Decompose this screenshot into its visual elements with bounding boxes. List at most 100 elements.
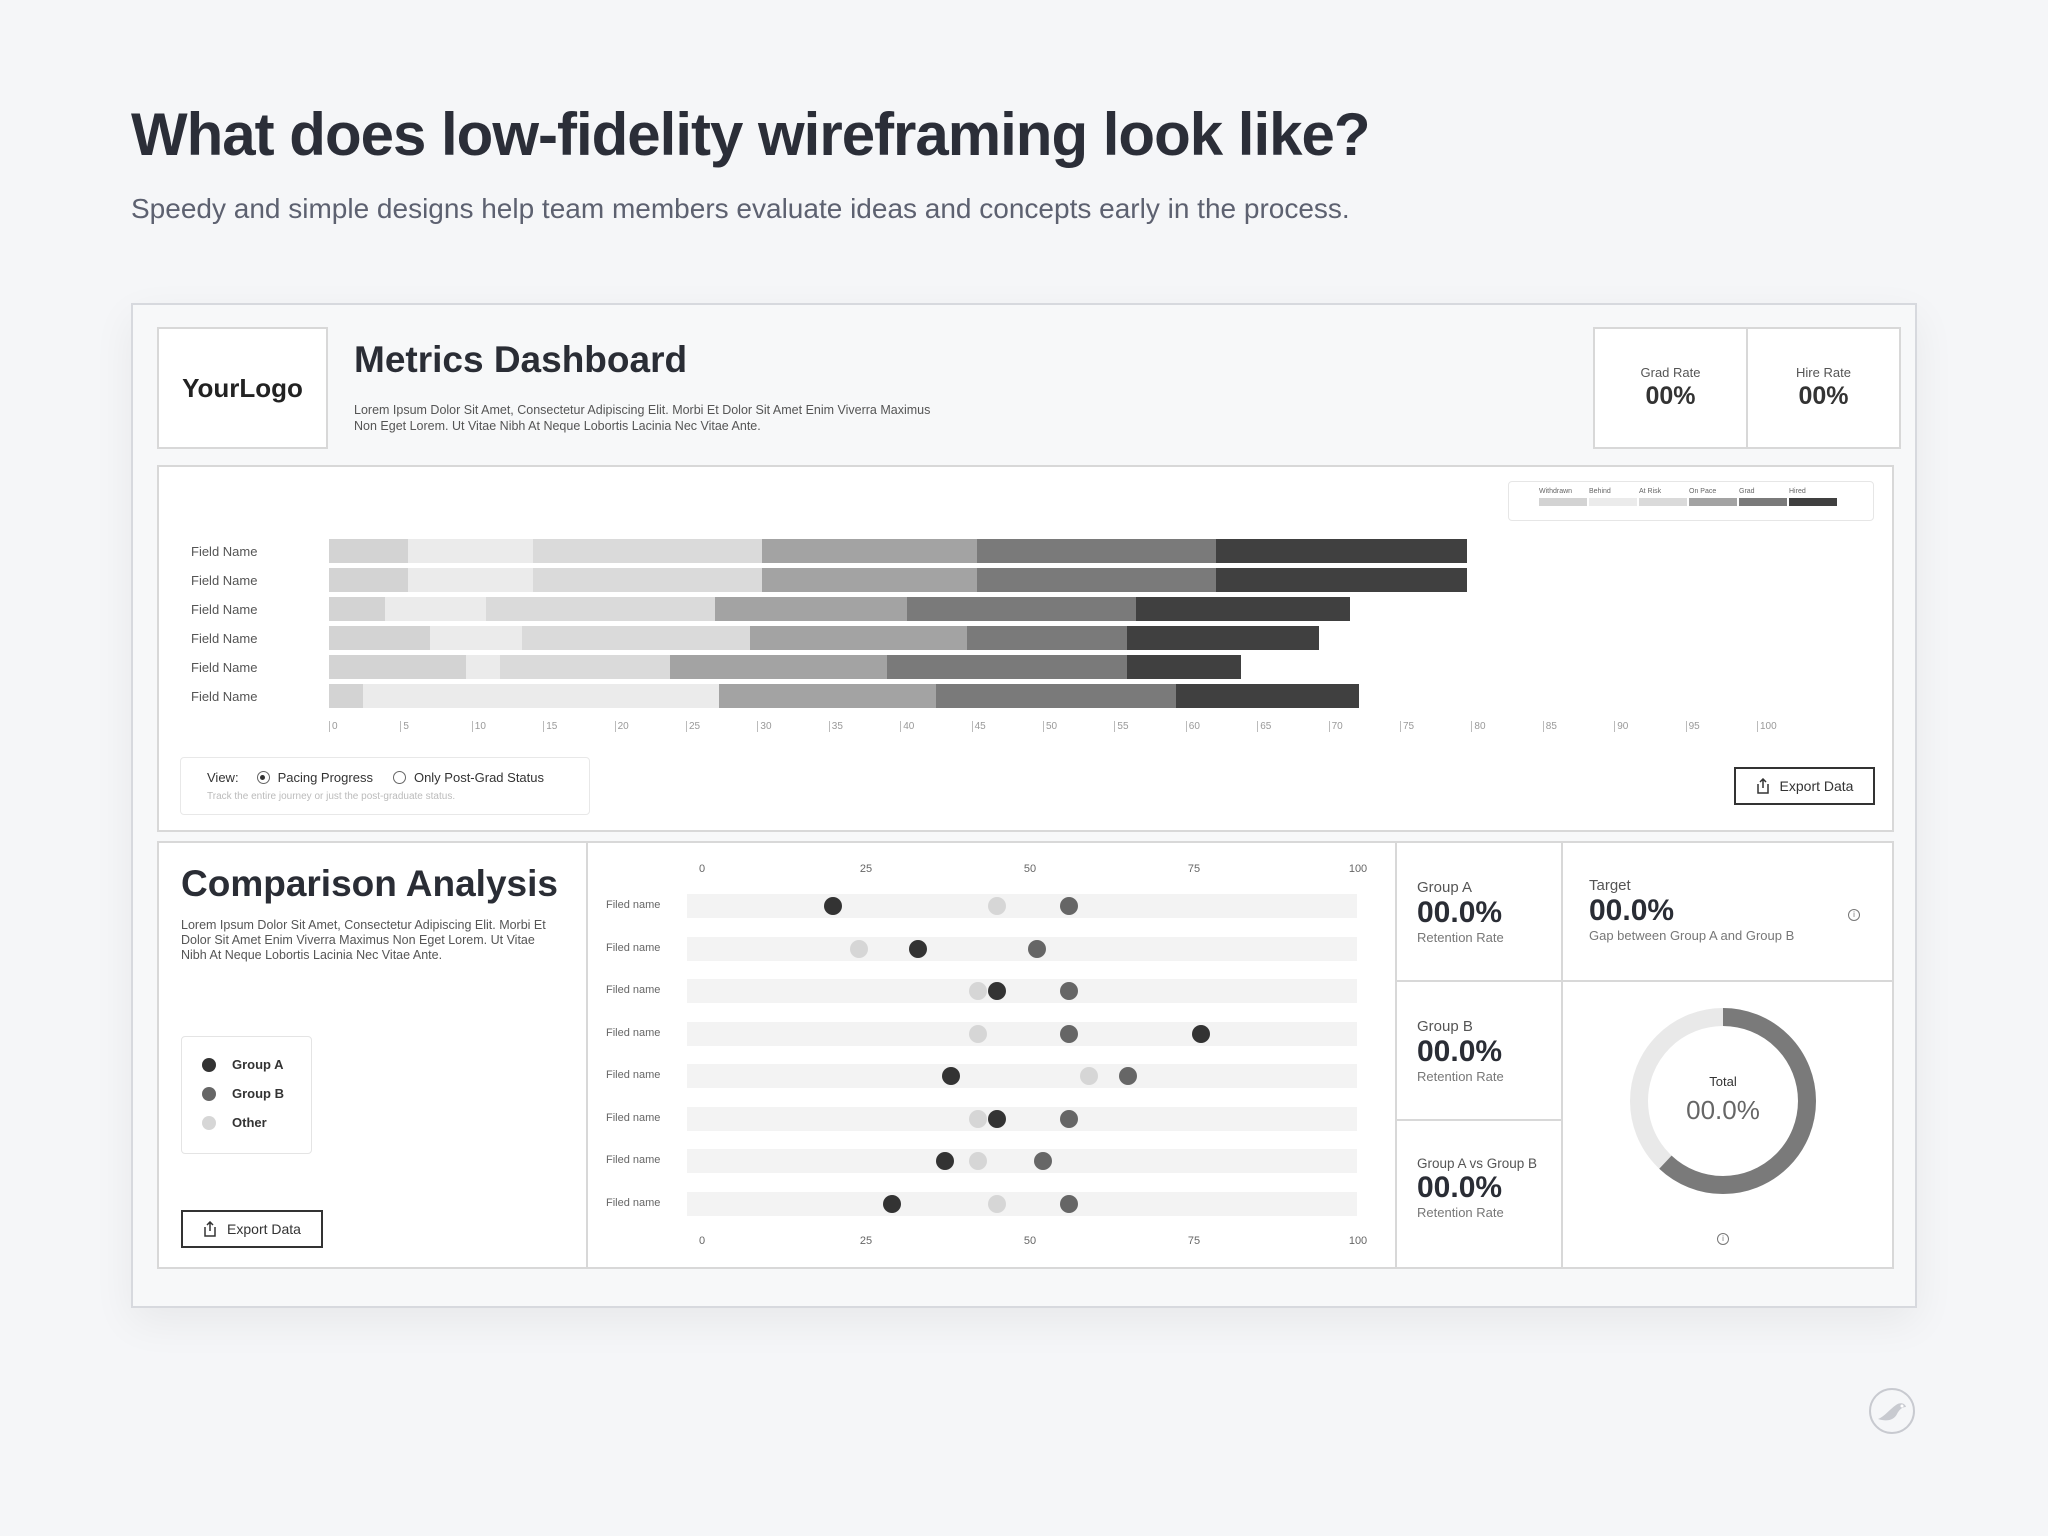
bar-axis-tick: 65 <box>1257 721 1271 732</box>
export-data-button-comparison[interactable]: Export Data <box>181 1210 323 1248</box>
bar-segment-hired[interactable] <box>1127 626 1319 650</box>
legend-label: Other <box>232 1115 267 1130</box>
info-icon[interactable]: i <box>1848 909 1860 921</box>
dot-group-a[interactable] <box>1191 1024 1210 1043</box>
dot-group-b[interactable] <box>1060 1109 1079 1128</box>
dot-other[interactable] <box>988 897 1007 915</box>
dot-group-b[interactable] <box>1060 897 1079 915</box>
bar-segment-behind[interactable] <box>407 568 534 592</box>
bar-segment-grad[interactable] <box>967 626 1128 650</box>
dot-axis-tick: 0 <box>698 863 706 875</box>
bar-segment-on-pace[interactable] <box>670 655 888 679</box>
bar-segment-at-risk[interactable] <box>500 655 671 679</box>
bar-segment-withdrawn[interactable] <box>329 597 385 621</box>
dot-row-track <box>687 1021 1357 1046</box>
dot-other[interactable] <box>968 1152 987 1170</box>
dot-other[interactable] <box>850 939 869 958</box>
bar-segment-on-pace[interactable] <box>718 684 936 708</box>
bar-segment-hired[interactable] <box>1175 684 1359 708</box>
bar-segment-behind[interactable] <box>384 597 487 621</box>
dot-group-a[interactable] <box>988 982 1007 1000</box>
option-pacing-progress[interactable]: Pacing Progress <box>277 770 373 785</box>
bar-row-label: Field Name <box>191 573 258 588</box>
bar-segment-at-risk[interactable] <box>533 539 762 563</box>
radio-pacing-progress[interactable] <box>256 771 270 784</box>
logo[interactable]: YourLogo <box>157 327 328 449</box>
bar-segment-behind[interactable] <box>407 539 534 563</box>
stat-label: Group B <box>1417 1018 1473 1035</box>
dot-row-track <box>687 1106 1357 1131</box>
dot-group-a[interactable] <box>883 1194 902 1213</box>
legend-label: Behind <box>1589 488 1611 495</box>
dot-other[interactable] <box>988 1194 1007 1213</box>
bar-axis-tick: 85 <box>1542 721 1557 732</box>
dot-axis-tick: 50 <box>1023 1235 1037 1247</box>
info-icon[interactable]: i <box>1717 1233 1729 1245</box>
bar-segment-hired[interactable] <box>1135 597 1350 621</box>
bar-segment-grad[interactable] <box>977 568 1216 592</box>
bar-segment-withdrawn[interactable] <box>329 684 364 708</box>
bar-segment-hired[interactable] <box>1127 655 1242 679</box>
stat-sub: Retention Rate <box>1417 1069 1504 1084</box>
dot-group-b[interactable] <box>1034 1152 1053 1170</box>
donut-value: 00.0% <box>1686 1095 1760 1125</box>
bar-segment-on-pace[interactable] <box>761 568 978 592</box>
bar-axis-tick: 95 <box>1685 721 1700 732</box>
dot-group-b[interactable] <box>1119 1067 1138 1085</box>
bar-segment-at-risk[interactable] <box>521 626 751 650</box>
dot-axis-tick: 25 <box>859 1235 873 1247</box>
stat-label: Group A vs Group B <box>1417 1156 1538 1171</box>
dot-group-b[interactable] <box>1027 939 1046 958</box>
dot-group-a[interactable] <box>942 1067 961 1085</box>
bar-segment-grad[interactable] <box>907 597 1136 621</box>
stat-label: Group A <box>1417 879 1473 896</box>
donut-chart <box>1630 1008 1816 1194</box>
dot-axis-tick: 75 <box>1187 863 1201 875</box>
dot-other[interactable] <box>968 982 987 1000</box>
bar-segment-on-pace[interactable] <box>761 539 978 563</box>
dashboard-title: Metrics Dashboard <box>354 339 688 380</box>
bar-segment-behind[interactable] <box>466 655 501 679</box>
bar-segment-behind[interactable] <box>430 626 522 650</box>
radio-post-grad[interactable] <box>392 771 406 784</box>
bar-segment-grad[interactable] <box>887 655 1128 679</box>
dot-other[interactable] <box>968 1024 987 1043</box>
option-post-grad[interactable]: Only Post-Grad Status <box>413 770 545 785</box>
dot-other[interactable] <box>968 1109 987 1128</box>
bar-segment-withdrawn[interactable] <box>329 626 431 650</box>
dot-row-track <box>687 979 1357 1003</box>
bar-segment-grad[interactable] <box>977 539 1216 563</box>
dot-group-a[interactable] <box>988 1109 1007 1128</box>
bar-axis-tick: 35 <box>828 721 843 732</box>
comparison-title: Comparison Analysis <box>181 863 558 904</box>
dot-row-track <box>687 1191 1357 1216</box>
dot-axis-tick: 50 <box>1023 863 1037 875</box>
dot-axis-tick: 100 <box>1348 863 1368 875</box>
bar-segment-on-pace[interactable] <box>714 597 908 621</box>
dot-group-b[interactable] <box>1060 1194 1079 1213</box>
bar-segment-at-risk[interactable] <box>486 597 715 621</box>
bar-row-label: Field Name <box>191 602 258 617</box>
dot-group-b[interactable] <box>1060 1024 1079 1043</box>
bar-segment-withdrawn[interactable] <box>329 568 408 592</box>
export-data-button[interactable]: Export Data <box>1734 767 1875 805</box>
bar-segment-on-pace[interactable] <box>750 626 968 650</box>
dot-axis-tick: 0 <box>698 1235 706 1247</box>
bar-segment-hired[interactable] <box>1215 568 1468 592</box>
dot-other[interactable] <box>1080 1067 1099 1085</box>
dot-group-a[interactable] <box>935 1152 954 1170</box>
bar-segment-hired[interactable] <box>1215 539 1468 563</box>
legend-label: Hired <box>1789 488 1806 495</box>
bar-segment-grad[interactable] <box>935 684 1176 708</box>
dot-group-a[interactable] <box>909 939 928 958</box>
bar-segment-behind[interactable] <box>363 684 719 708</box>
export-icon <box>1756 778 1769 794</box>
target-stat: Target 00.0% Gap between Group A and Gro… <box>1589 877 1794 943</box>
dot-group-b[interactable] <box>1060 982 1079 1000</box>
legend-dot <box>202 1057 216 1072</box>
dot-group-a[interactable] <box>824 897 843 915</box>
bar-segment-at-risk[interactable] <box>533 568 762 592</box>
legend-swatch <box>1739 498 1787 506</box>
bar-segment-withdrawn[interactable] <box>329 539 408 563</box>
bar-segment-withdrawn[interactable] <box>329 655 467 679</box>
